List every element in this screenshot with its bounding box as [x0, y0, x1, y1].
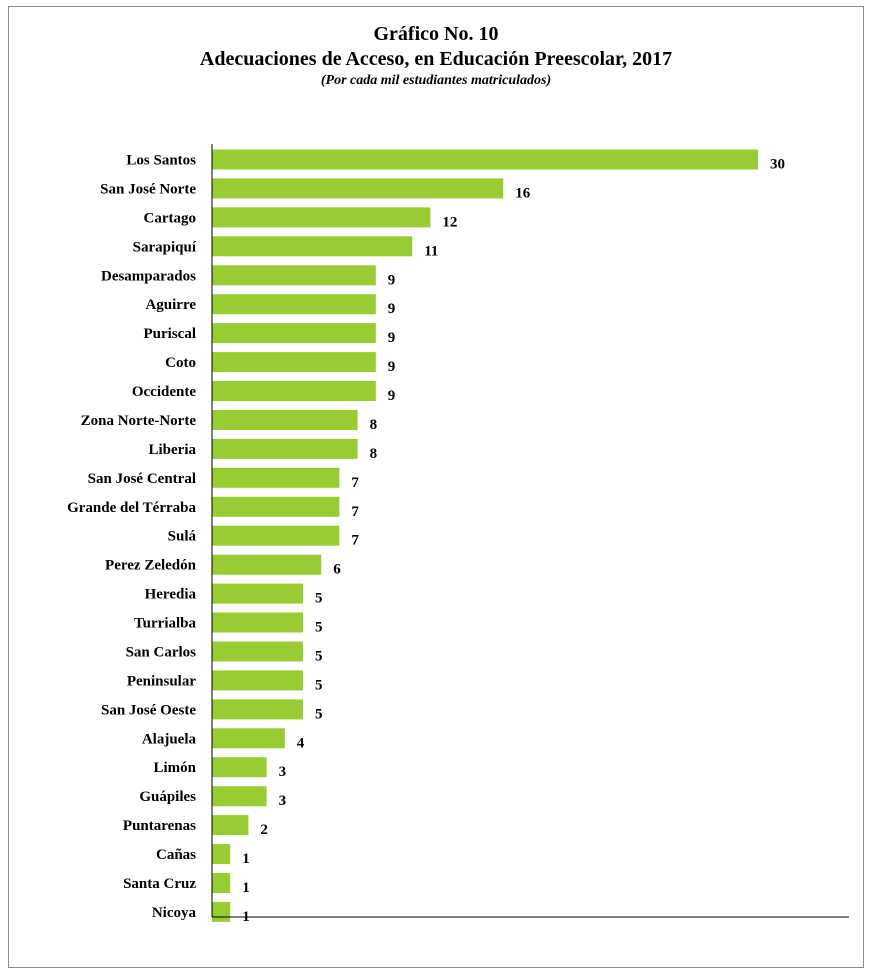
category-label: San José Central — [88, 471, 196, 487]
category-label: Aguirre — [145, 297, 196, 313]
category-label: Puriscal — [144, 326, 197, 342]
category-label: Los Santos — [126, 153, 196, 169]
data-label: 30 — [770, 157, 785, 173]
bar — [212, 844, 231, 865]
title-block: Gráfico No. 10 Adecuaciones de Acceso, e… — [0, 22, 872, 90]
category-label: Occidente — [132, 384, 196, 400]
category-label: Alajuela — [142, 731, 197, 747]
data-label: 5 — [315, 706, 323, 722]
bar — [212, 815, 249, 836]
category-label: Cartago — [144, 210, 197, 226]
category-label: Coto — [165, 355, 196, 371]
category-label: Nicoya — [152, 905, 197, 921]
data-label: 8 — [370, 446, 378, 462]
category-labels-group: Los Santos San José Norte Cartago Sarapiquí… — [67, 153, 197, 921]
data-label: 12 — [442, 214, 457, 230]
category-label: Guápiles — [139, 789, 196, 805]
category-label: Sarapiquí — [133, 239, 197, 255]
category-label: Sulá — [168, 529, 197, 545]
data-label: 9 — [388, 359, 396, 375]
category-label: Perez Zeledón — [105, 558, 197, 574]
bar — [212, 323, 376, 344]
chart-note: (Por cada mil estudiantes matriculados) — [320, 73, 552, 88]
bar — [212, 699, 303, 720]
bar — [212, 641, 303, 662]
category-label: Grande del Térraba — [67, 500, 196, 516]
bar — [212, 525, 340, 546]
bar — [212, 467, 340, 488]
category-label: San José Oeste — [101, 702, 196, 718]
category-label: Puntarenas — [123, 818, 196, 834]
data-label: 7 — [351, 504, 359, 520]
category-label: Cañas — [156, 847, 196, 863]
bar — [212, 207, 431, 228]
bar — [212, 438, 358, 459]
data-label: 5 — [315, 677, 323, 693]
bar — [212, 178, 504, 199]
bar — [212, 352, 376, 373]
data-label: 1 — [242, 851, 250, 867]
data-label: 9 — [388, 301, 396, 317]
bar — [212, 496, 340, 517]
data-label: 9 — [388, 330, 396, 346]
bars-group — [212, 149, 758, 922]
data-label: 2 — [260, 822, 268, 838]
category-label: Limón — [153, 760, 196, 776]
data-label: 4 — [297, 735, 305, 751]
category-label: Heredia — [145, 587, 197, 603]
bar — [212, 265, 376, 286]
category-label: Desamparados — [101, 268, 196, 284]
data-label: 3 — [279, 764, 287, 780]
category-label: Zona Norte-Norte — [81, 413, 197, 429]
category-label: Liberia — [149, 442, 197, 458]
data-label: 5 — [315, 620, 323, 636]
bar — [212, 901, 231, 922]
data-label: 9 — [388, 272, 396, 288]
data-label: 8 — [370, 417, 378, 433]
chart-title: Gráfico No. 10 — [373, 23, 499, 45]
data-label: 7 — [351, 533, 359, 549]
bar — [212, 873, 231, 893]
bar — [212, 583, 303, 604]
data-label: 7 — [351, 475, 359, 491]
category-label: San José Norte — [100, 181, 196, 197]
bar — [212, 786, 267, 807]
data-label: 6 — [333, 562, 341, 578]
bar — [212, 149, 758, 170]
bar — [212, 670, 303, 691]
bar — [212, 554, 322, 575]
bar — [212, 612, 303, 633]
data-label: 5 — [315, 649, 323, 665]
data-label: 3 — [279, 793, 287, 809]
data-label: 9 — [388, 388, 396, 404]
bar — [212, 294, 376, 315]
bar — [212, 728, 285, 749]
data-label: 1 — [242, 880, 250, 896]
bar — [212, 410, 358, 430]
bar — [212, 381, 376, 401]
bar — [212, 236, 413, 257]
bar — [212, 757, 267, 778]
data-label: 16 — [515, 185, 531, 201]
data-label: 11 — [424, 243, 438, 259]
chart-subtitle: Adecuaciones de Acceso, en Educación Pre… — [199, 48, 673, 70]
data-label: 5 — [315, 591, 323, 607]
category-label: Santa Cruz — [123, 876, 196, 892]
category-label: San Carlos — [126, 645, 197, 661]
category-label: Peninsular — [127, 673, 197, 689]
category-label: Turrialba — [134, 616, 196, 632]
